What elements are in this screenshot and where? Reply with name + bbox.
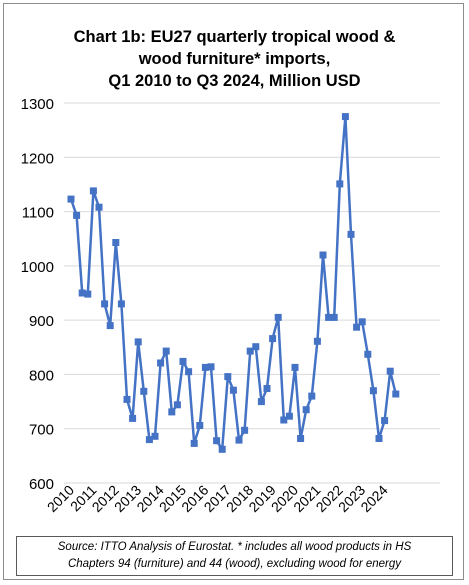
y-tick-label: 1000: [21, 259, 54, 276]
source-note-line-2: Chapters 94 (furniture) and 44 (wood), e…: [67, 558, 402, 570]
y-axis-tick-labels: 600 700 800 900 1000 1100 1200 1300: [21, 96, 54, 493]
x-axis-tick-labels: 2010201120122013201420152016201720182019…: [44, 482, 391, 515]
data-point: [157, 359, 165, 367]
source-note-line-1: Source: ITTO Analysis of Eurostat. * inc…: [57, 541, 412, 553]
y-tick-label: 600: [29, 476, 54, 493]
data-point: [375, 435, 383, 442]
data-point: [67, 195, 75, 203]
x-tick-label: 2024: [357, 482, 390, 515]
y-tick-label: 1300: [21, 96, 54, 113]
data-point: [297, 435, 305, 442]
data-point: [134, 338, 142, 346]
data-point: [207, 363, 215, 371]
source-note: Source: ITTO Analysis of Eurostat. * inc…: [16, 536, 453, 576]
data-point: [386, 367, 394, 375]
data-point: [89, 187, 97, 195]
data-point: [218, 445, 226, 453]
data-point: [106, 322, 114, 330]
data-point: [101, 300, 109, 308]
data-point: [145, 436, 153, 444]
chart-title-line-3: Q1 2010 to Q3 2024, Million USD: [108, 72, 361, 90]
data-point: [140, 387, 148, 395]
data-point: [196, 422, 204, 429]
data-point: [185, 368, 193, 376]
data-point: [73, 211, 81, 219]
y-tick-label: 1100: [22, 205, 54, 222]
data-point: [257, 398, 265, 406]
data-point: [241, 426, 249, 434]
data-point: [358, 318, 366, 326]
data-point: [201, 363, 209, 371]
chart-title-line-2: wood furniture* imports,: [138, 50, 331, 68]
y-tick-label: 700: [29, 422, 54, 439]
data-point: [235, 436, 243, 444]
data-point: [151, 432, 159, 440]
plot-series: [67, 113, 400, 453]
data-point: [95, 203, 103, 211]
data-point: [330, 313, 338, 321]
series-line: [69, 115, 398, 451]
data-point: [78, 289, 86, 297]
data-point: [347, 230, 355, 238]
data-point: [213, 437, 221, 445]
data-point: [392, 390, 400, 398]
data-point: [162, 347, 170, 355]
data-point: [313, 337, 321, 345]
data-point: [269, 335, 277, 343]
data-point: [84, 290, 92, 298]
data-point: [341, 113, 349, 121]
y-tick-label: 800: [29, 367, 54, 384]
data-point: [117, 300, 125, 308]
data-point: [353, 323, 361, 331]
data-point: [364, 350, 372, 358]
data-point: [336, 180, 344, 188]
data-point: [319, 251, 327, 259]
data-point: [168, 408, 176, 416]
data-point: [285, 412, 293, 420]
y-tick-label: 1200: [21, 150, 54, 167]
data-point: [246, 347, 254, 355]
y-tick-label: 900: [29, 313, 54, 330]
data-point: [302, 406, 310, 414]
data-point: [274, 313, 282, 321]
data-point: [224, 373, 232, 381]
data-point: [381, 417, 389, 425]
data-point: [173, 401, 181, 409]
data-point: [280, 416, 288, 424]
chart-title: Chart 1b: EU27 quarterly tropical wood &…: [0, 26, 469, 92]
data-point: [252, 343, 260, 351]
data-point: [291, 363, 299, 371]
data-point: [308, 392, 316, 400]
data-point: [263, 385, 271, 392]
data-point: [179, 357, 187, 365]
data-point: [112, 239, 120, 246]
data-point: [129, 414, 137, 422]
data-point: [325, 313, 333, 321]
chart-title-line-1: Chart 1b: EU27 quarterly tropical wood &: [73, 28, 396, 46]
data-point: [190, 439, 198, 447]
data-point: [123, 395, 131, 403]
data-point: [369, 387, 377, 395]
data-point: [229, 386, 237, 394]
